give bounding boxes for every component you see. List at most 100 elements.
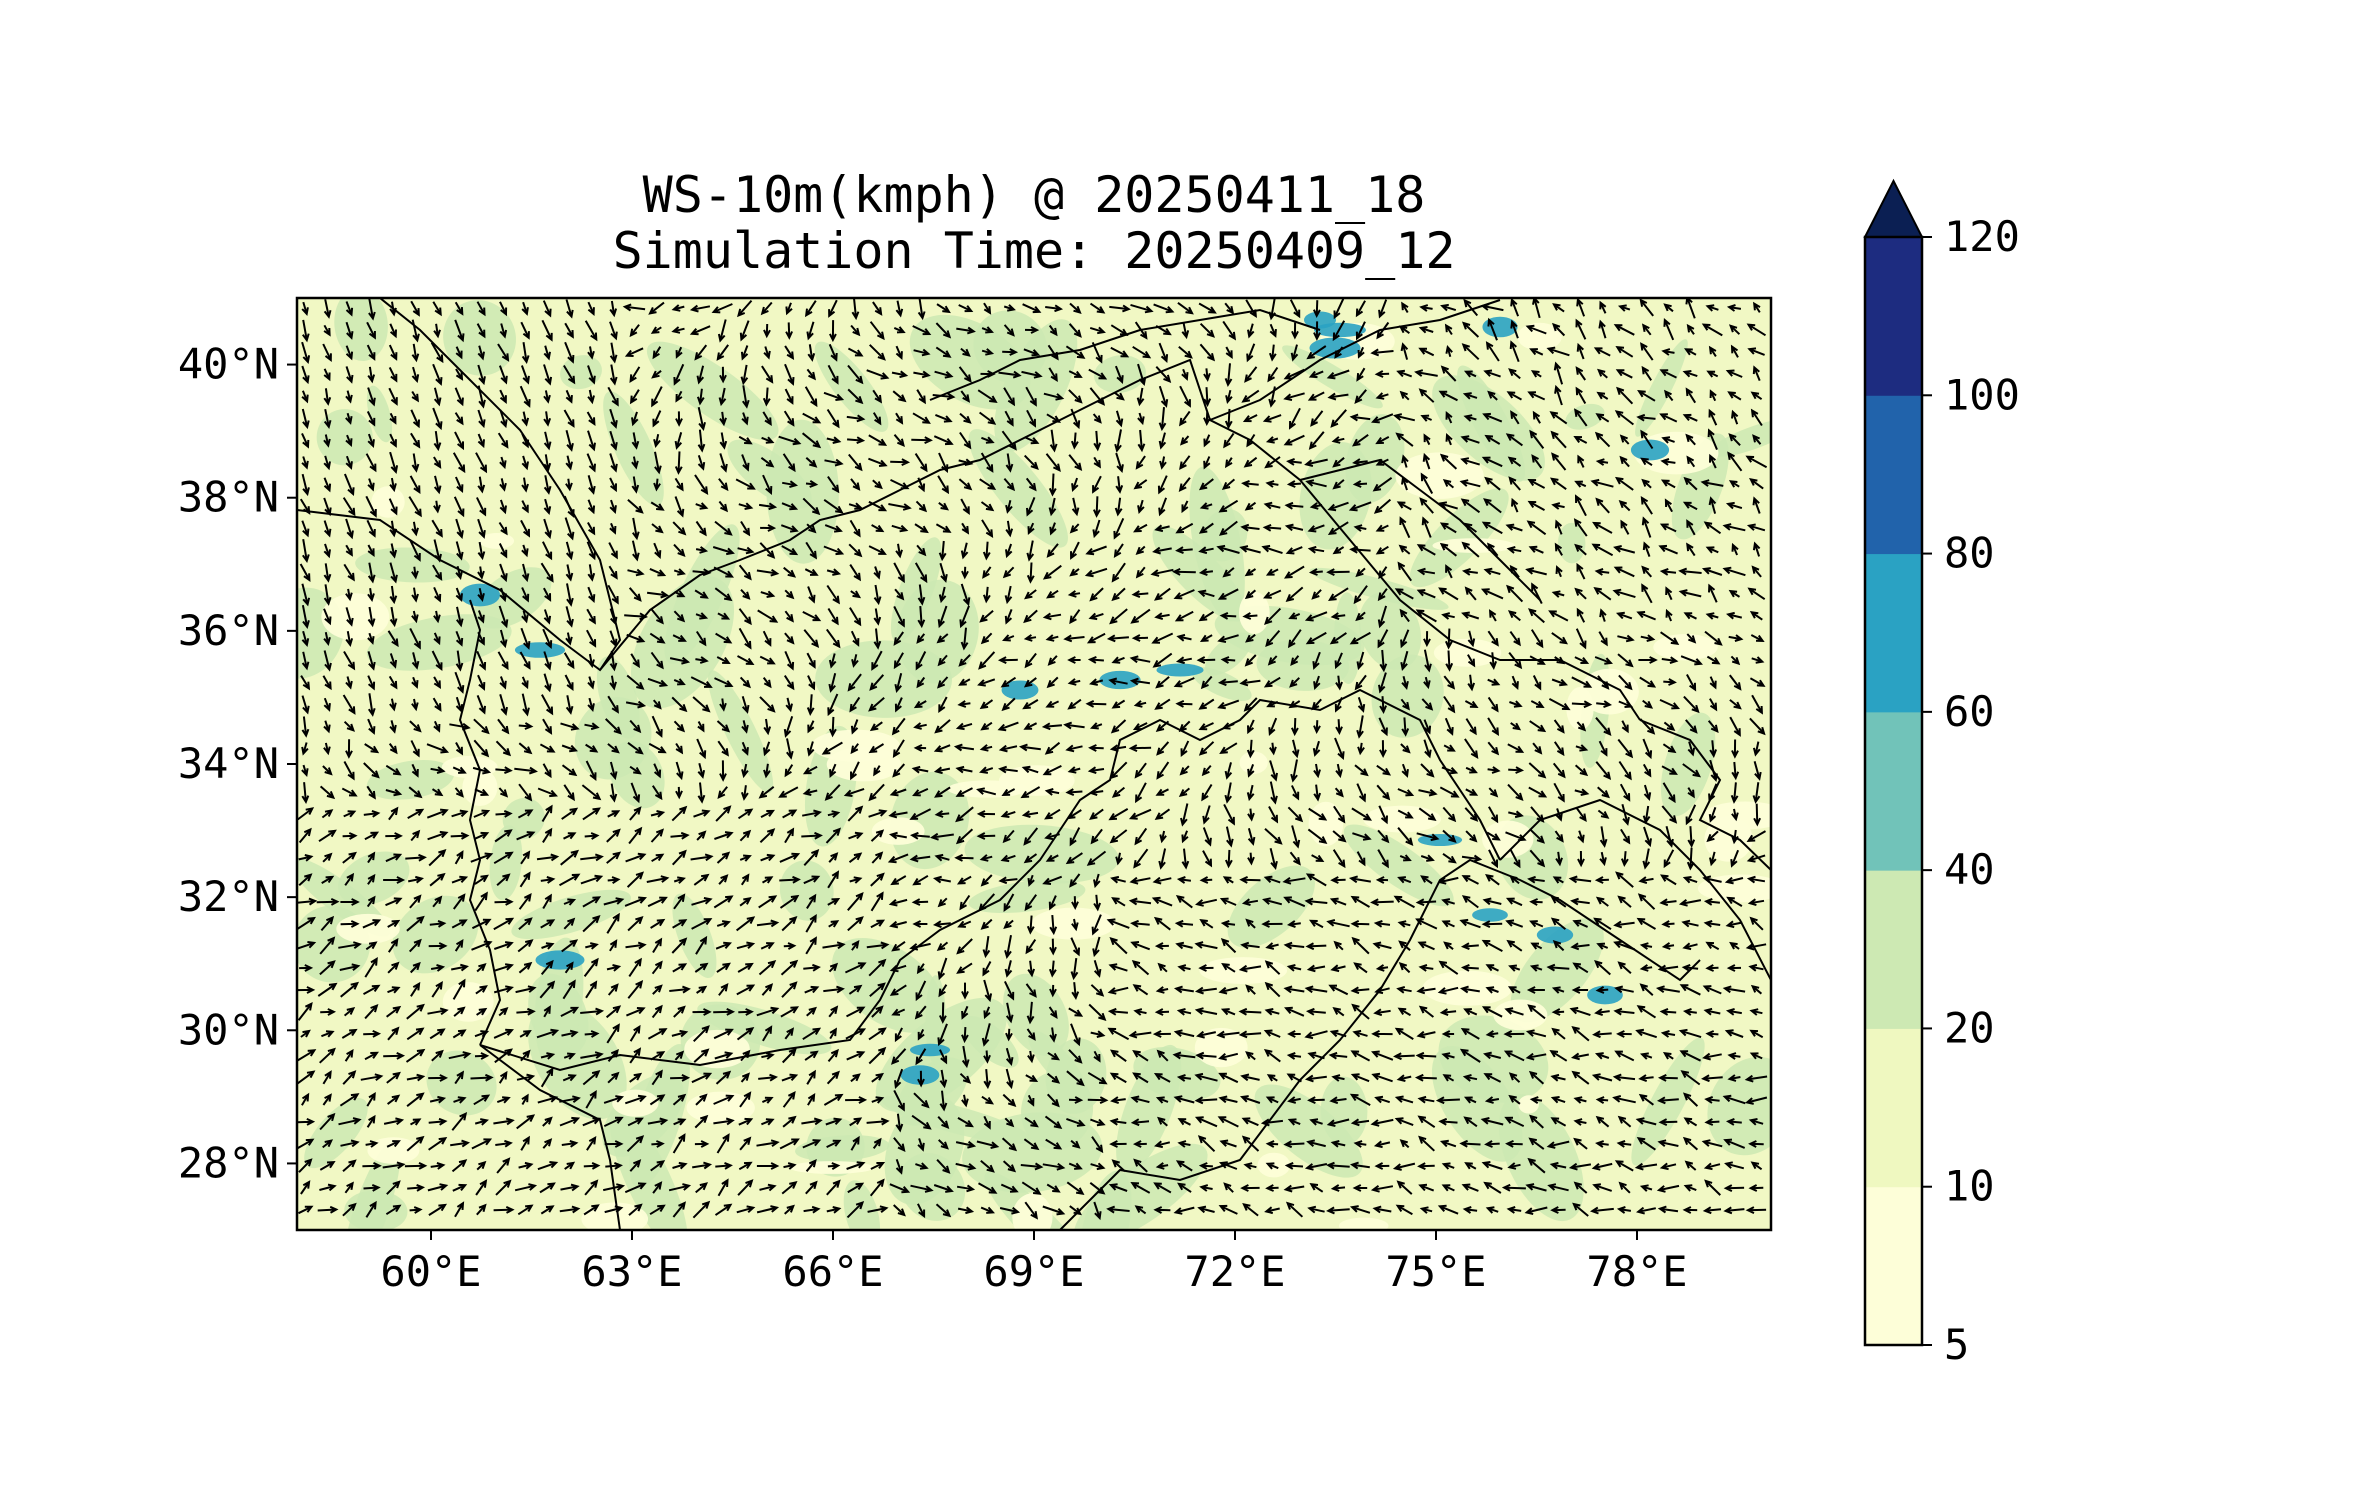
wind-arrow xyxy=(1307,1051,1325,1060)
wind-arrow xyxy=(1171,567,1196,576)
wind-arrow xyxy=(321,1030,335,1038)
wind-arrow xyxy=(938,984,948,998)
wind-arrow xyxy=(563,784,575,802)
wind-arrow xyxy=(1483,369,1501,378)
wind-arrow xyxy=(1613,324,1635,336)
wind-arrow xyxy=(1220,1008,1236,1016)
wind-arrow xyxy=(1416,1030,1436,1039)
wind-arrow xyxy=(761,365,774,384)
wind-arrow xyxy=(1154,587,1171,601)
wind-arrow xyxy=(871,524,885,533)
wind-arrow xyxy=(452,1029,467,1039)
wind-arrow xyxy=(1195,1051,1217,1060)
wind-arrow xyxy=(1351,1003,1370,1020)
wind-arrow xyxy=(894,588,905,601)
wind-arrow xyxy=(1686,633,1697,644)
wind-arrow xyxy=(1267,655,1278,666)
wind-arrow xyxy=(1658,1118,1678,1127)
wind-arrow xyxy=(1115,476,1124,494)
wind-arrow xyxy=(521,477,529,493)
wind-arrow xyxy=(1067,698,1082,710)
wind-arrow xyxy=(344,1181,354,1194)
wind-arrow xyxy=(756,1139,780,1148)
wind-arrow xyxy=(650,810,666,818)
wind-arrow xyxy=(629,366,641,383)
wind-arrow xyxy=(1137,412,1145,426)
wind-arrow xyxy=(827,476,840,494)
wind-arrow xyxy=(1574,480,1587,488)
wind-arrow xyxy=(565,695,574,715)
wind-arrow xyxy=(345,321,354,340)
wind-arrow xyxy=(847,364,864,385)
wind-arrow xyxy=(1304,985,1328,994)
wind-arrow xyxy=(1442,478,1455,489)
wind-arrow xyxy=(1002,1093,1017,1107)
wind-arrow xyxy=(780,959,799,976)
wind-arrow xyxy=(1376,764,1392,776)
wind-arrow xyxy=(449,722,471,731)
wind-arrow xyxy=(1659,698,1681,710)
wind-arrow xyxy=(691,897,713,906)
wind-arrow xyxy=(1069,523,1080,534)
wind-arrow xyxy=(1529,429,1545,450)
speed-patch xyxy=(1320,1076,1368,1146)
wind-arrow xyxy=(1554,542,1563,556)
wind-arrow xyxy=(1663,303,1674,313)
wind-arrow xyxy=(493,1028,514,1039)
wind-arrow xyxy=(1152,876,1172,885)
wind-arrow xyxy=(1110,719,1127,734)
wind-arrow xyxy=(1308,807,1328,821)
wind-arrow xyxy=(1577,850,1585,868)
wind-arrow xyxy=(1619,783,1631,802)
wind-arrow xyxy=(543,475,552,495)
wind-arrow xyxy=(804,1050,819,1061)
wind-arrow xyxy=(454,301,464,316)
wind-arrow xyxy=(627,980,644,999)
wind-arrow xyxy=(781,1047,797,1064)
wind-arrow xyxy=(1155,1162,1169,1170)
wind-arrow xyxy=(1464,700,1479,709)
wind-arrow xyxy=(1002,634,1015,642)
wind-arrow xyxy=(1335,719,1343,736)
wind-arrow xyxy=(1353,585,1368,605)
wind-arrow xyxy=(1198,302,1217,314)
wind-arrow xyxy=(1702,1206,1722,1215)
wind-arrow xyxy=(1304,1030,1328,1040)
wind-arrow xyxy=(323,608,332,626)
wind-arrow xyxy=(1218,1052,1239,1061)
wind-arrow xyxy=(367,606,376,628)
wind-arrow xyxy=(1441,612,1455,620)
wind-arrow xyxy=(1329,632,1347,645)
wind-arrow xyxy=(912,325,932,336)
speed-patch xyxy=(1254,1084,1363,1178)
wind-arrow xyxy=(802,809,822,818)
wind-arrow xyxy=(915,651,927,671)
wind-arrow xyxy=(1532,410,1541,424)
wind-arrow xyxy=(521,676,529,690)
wind-arrow xyxy=(1067,766,1081,774)
wind-arrow xyxy=(1437,1204,1459,1215)
wind-arrow xyxy=(1264,960,1281,975)
wind-arrow xyxy=(495,740,512,757)
wind-arrow xyxy=(646,590,670,599)
wind-arrow xyxy=(1486,831,1501,841)
wind-arrow xyxy=(366,895,376,908)
wind-arrow xyxy=(1441,1052,1455,1060)
wind-arrow xyxy=(1731,761,1740,781)
wind-arrow xyxy=(323,650,332,672)
wind-arrow xyxy=(1484,1140,1500,1148)
wind-arrow xyxy=(323,631,331,646)
wind-arrow xyxy=(603,1095,625,1104)
wind-arrow xyxy=(1043,392,1065,401)
wind-arrow xyxy=(713,1028,734,1040)
wind-arrow xyxy=(367,562,376,584)
colorbar-label: 20 xyxy=(1944,1003,1995,1052)
wind-arrow xyxy=(1111,587,1126,602)
wind-arrow xyxy=(828,673,837,693)
wind-arrow xyxy=(1021,370,1043,379)
wind-arrow xyxy=(426,743,450,754)
wind-arrow xyxy=(428,942,448,950)
wind-arrow xyxy=(1703,919,1721,928)
wind-arrow xyxy=(1288,700,1301,709)
wind-arrow xyxy=(1687,826,1696,849)
